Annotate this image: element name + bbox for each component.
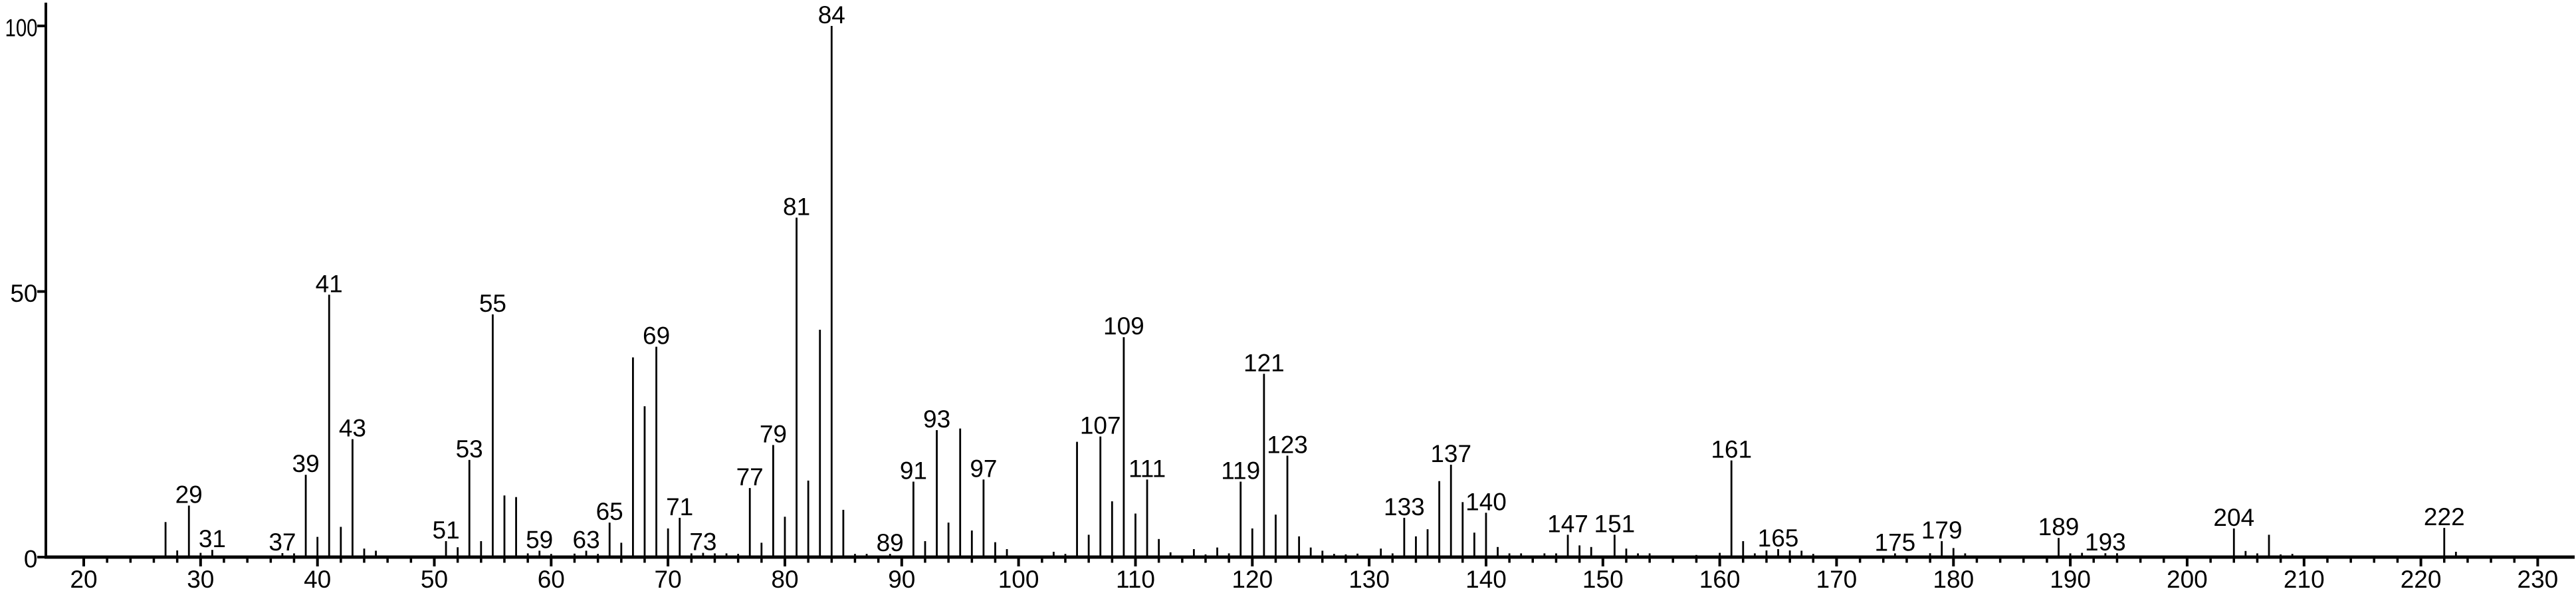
svg-text:137: 137: [1430, 440, 1471, 467]
svg-text:204: 204: [2213, 504, 2254, 531]
svg-text:189: 189: [2038, 513, 2080, 540]
svg-text:77: 77: [736, 463, 764, 491]
svg-text:93: 93: [923, 406, 950, 433]
svg-text:170: 170: [1816, 566, 1858, 593]
svg-text:30: 30: [187, 566, 214, 593]
svg-text:120: 120: [1232, 566, 1273, 593]
svg-text:175: 175: [1875, 529, 1916, 556]
svg-text:29: 29: [175, 481, 203, 509]
svg-text:43: 43: [339, 415, 366, 442]
svg-text:210: 210: [2284, 566, 2325, 593]
svg-text:161: 161: [1711, 436, 1752, 463]
svg-text:179: 179: [1921, 517, 1963, 544]
svg-text:51: 51: [433, 517, 460, 544]
svg-text:110: 110: [1116, 566, 1155, 593]
svg-text:140: 140: [1465, 566, 1507, 593]
svg-text:60: 60: [538, 566, 565, 593]
svg-text:150: 150: [1582, 566, 1624, 593]
svg-text:119: 119: [1221, 457, 1260, 485]
svg-text:84: 84: [818, 1, 845, 29]
svg-text:220: 220: [2401, 566, 2442, 593]
svg-text:40: 40: [304, 566, 331, 593]
svg-text:90: 90: [888, 566, 915, 593]
svg-text:31: 31: [199, 525, 226, 552]
svg-text:55: 55: [479, 290, 506, 317]
svg-text:73: 73: [689, 529, 716, 556]
svg-text:97: 97: [970, 455, 997, 482]
svg-text:133: 133: [1384, 493, 1425, 521]
svg-text:37: 37: [268, 529, 296, 556]
svg-text:165: 165: [1758, 525, 1799, 552]
svg-text:190: 190: [2050, 566, 2091, 593]
svg-text:130: 130: [1348, 566, 1390, 593]
svg-text:180: 180: [1933, 566, 1974, 593]
svg-text:20: 20: [70, 566, 97, 593]
svg-text:63: 63: [573, 526, 600, 553]
svg-text:121: 121: [1243, 349, 1285, 376]
svg-text:50: 50: [10, 280, 37, 307]
svg-text:109: 109: [1103, 312, 1144, 340]
svg-text:39: 39: [292, 450, 320, 477]
svg-text:222: 222: [2424, 503, 2465, 531]
svg-text:69: 69: [643, 322, 670, 350]
svg-text:111: 111: [1128, 455, 1166, 482]
svg-text:89: 89: [877, 529, 904, 556]
svg-text:53: 53: [456, 435, 483, 463]
svg-text:70: 70: [655, 566, 682, 593]
svg-text:200: 200: [2167, 566, 2208, 593]
svg-text:0: 0: [24, 546, 38, 573]
svg-text:80: 80: [771, 566, 798, 593]
svg-text:65: 65: [596, 498, 623, 525]
svg-text:230: 230: [2518, 566, 2559, 593]
svg-text:41: 41: [316, 270, 343, 297]
svg-text:81: 81: [783, 193, 810, 220]
svg-text:79: 79: [760, 420, 787, 447]
svg-text:91: 91: [900, 457, 927, 485]
svg-text:71: 71: [666, 493, 693, 521]
svg-text:123: 123: [1267, 431, 1308, 458]
svg-text:193: 193: [2085, 529, 2126, 556]
svg-text:59: 59: [526, 526, 553, 553]
svg-text:147: 147: [1547, 510, 1588, 537]
svg-text:100: 100: [998, 566, 1039, 593]
svg-text:151: 151: [1594, 510, 1636, 537]
svg-text:50: 50: [421, 566, 448, 593]
svg-text:160: 160: [1699, 566, 1741, 593]
svg-text:107: 107: [1080, 412, 1121, 439]
svg-text:100: 100: [5, 15, 38, 42]
svg-text:140: 140: [1465, 488, 1507, 515]
